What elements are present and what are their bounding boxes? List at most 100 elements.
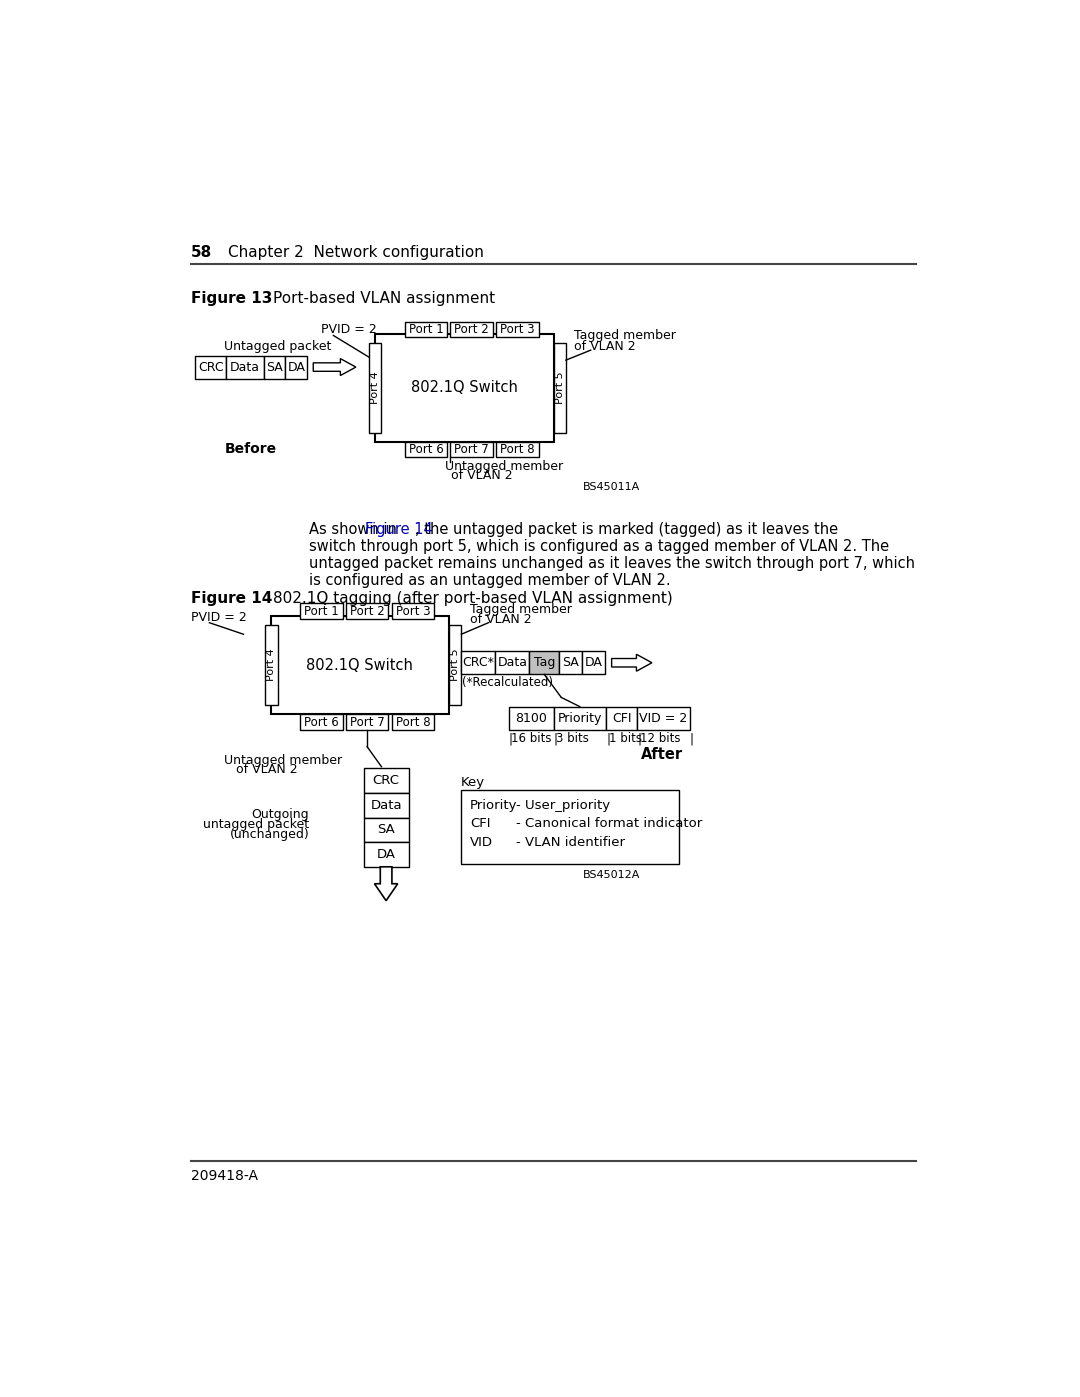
Bar — [449, 624, 461, 705]
Text: 209418-A: 209418-A — [191, 1169, 258, 1183]
Bar — [271, 616, 449, 714]
Text: Port 3: Port 3 — [395, 605, 430, 617]
Text: Key: Key — [460, 775, 485, 788]
Text: of VLAN 2: of VLAN 2 — [451, 469, 513, 482]
Bar — [364, 842, 408, 866]
Text: Port 7: Port 7 — [350, 715, 384, 729]
Text: BS45012A: BS45012A — [583, 869, 640, 880]
Text: - Canonical format indicator: - Canonical format indicator — [516, 817, 703, 830]
Text: Port 6: Port 6 — [303, 715, 339, 729]
Text: DA: DA — [377, 848, 395, 861]
Text: 58: 58 — [191, 244, 212, 260]
Text: Data: Data — [230, 360, 260, 373]
Bar — [195, 355, 227, 379]
Bar — [364, 793, 408, 817]
FancyArrow shape — [611, 654, 652, 671]
Text: 1 bits: 1 bits — [608, 732, 642, 746]
Text: Before: Before — [226, 441, 278, 455]
Bar — [450, 441, 494, 457]
Text: untagged packet: untagged packet — [203, 819, 309, 831]
Bar — [369, 344, 381, 433]
Bar — [606, 707, 637, 729]
FancyArrow shape — [375, 866, 397, 901]
Bar — [364, 817, 408, 842]
Bar — [496, 321, 539, 337]
Bar — [460, 789, 679, 863]
Text: Port 2: Port 2 — [455, 323, 489, 335]
Text: Untagged packet: Untagged packet — [225, 339, 332, 353]
Bar — [346, 714, 389, 729]
Text: Port 1: Port 1 — [408, 323, 444, 335]
Text: Data: Data — [370, 799, 402, 812]
Text: |: | — [690, 732, 693, 746]
Text: As shown in: As shown in — [309, 522, 402, 536]
Text: 802.1Q tagging (after port-based VLAN assignment): 802.1Q tagging (after port-based VLAN as… — [273, 591, 673, 606]
Bar — [392, 604, 434, 619]
Text: Port 4: Port 4 — [267, 648, 276, 682]
Bar — [227, 355, 264, 379]
Text: of VLAN 2: of VLAN 2 — [470, 613, 531, 626]
Text: Port 4: Port 4 — [370, 372, 380, 404]
Text: - VLAN identifier: - VLAN identifier — [516, 835, 625, 848]
Text: |: | — [509, 732, 513, 746]
Bar — [559, 651, 582, 675]
Text: 802.1Q Switch: 802.1Q Switch — [410, 380, 517, 395]
Text: 802.1Q Switch: 802.1Q Switch — [307, 658, 414, 672]
Text: DA: DA — [287, 360, 306, 373]
Bar — [375, 334, 554, 441]
Text: Tag: Tag — [534, 657, 555, 669]
Text: CFI: CFI — [612, 711, 632, 725]
Text: |: | — [637, 732, 642, 746]
Bar — [554, 707, 606, 729]
Text: SA: SA — [377, 823, 395, 837]
Bar — [496, 441, 539, 457]
Text: CRC: CRC — [198, 360, 224, 373]
Text: Tagged member: Tagged member — [470, 604, 571, 616]
Text: Untagged member: Untagged member — [225, 754, 342, 767]
Text: Port 1: Port 1 — [303, 605, 339, 617]
Bar — [461, 651, 496, 675]
Text: CRC: CRC — [373, 774, 400, 787]
Text: untagged packet remains unchanged as it leaves the switch through port 7, which: untagged packet remains unchanged as it … — [309, 556, 916, 571]
Text: Port 6: Port 6 — [408, 443, 444, 455]
Text: Port 2: Port 2 — [350, 605, 384, 617]
Text: , the untagged packet is marked (tagged) as it leaves the: , the untagged packet is marked (tagged)… — [415, 522, 838, 536]
Text: Port 5: Port 5 — [450, 648, 460, 682]
Bar — [637, 707, 690, 729]
Text: Outgoing: Outgoing — [252, 807, 309, 821]
Text: SA: SA — [266, 360, 283, 373]
Text: Port 8: Port 8 — [395, 715, 430, 729]
Text: VID = 2: VID = 2 — [639, 711, 688, 725]
Text: is configured as an untagged member of VLAN 2.: is configured as an untagged member of V… — [309, 573, 671, 588]
Bar — [346, 604, 389, 619]
Text: PVID = 2: PVID = 2 — [321, 323, 377, 335]
Text: Port 8: Port 8 — [500, 443, 535, 455]
Text: 3 bits: 3 bits — [556, 732, 589, 746]
Text: SA: SA — [563, 657, 579, 669]
Text: Tagged member: Tagged member — [573, 330, 675, 342]
Bar — [364, 768, 408, 793]
Text: Priority: Priority — [557, 711, 602, 725]
Bar — [264, 355, 285, 379]
Bar — [405, 441, 447, 457]
Text: Port 5: Port 5 — [555, 372, 565, 404]
Text: |: | — [554, 732, 557, 746]
Bar — [509, 707, 554, 729]
Bar — [582, 651, 606, 675]
Text: VID: VID — [470, 835, 492, 848]
Text: Figure 14: Figure 14 — [191, 591, 272, 606]
Text: PVID = 2: PVID = 2 — [191, 610, 246, 624]
Text: Priority: Priority — [470, 799, 517, 812]
Bar — [300, 604, 342, 619]
Text: 12 bits: 12 bits — [639, 732, 680, 746]
Text: Chapter 2  Network configuration: Chapter 2 Network configuration — [228, 244, 484, 260]
FancyArrow shape — [313, 359, 356, 376]
Bar — [285, 355, 307, 379]
Text: DA: DA — [585, 657, 603, 669]
Bar — [300, 714, 342, 729]
Text: - User_priority: - User_priority — [516, 799, 610, 812]
Bar — [266, 624, 278, 705]
Text: Data: Data — [498, 657, 527, 669]
Text: Port-based VLAN assignment: Port-based VLAN assignment — [273, 291, 495, 306]
Text: switch through port 5, which is configured as a tagged member of VLAN 2. The: switch through port 5, which is configur… — [309, 539, 890, 555]
